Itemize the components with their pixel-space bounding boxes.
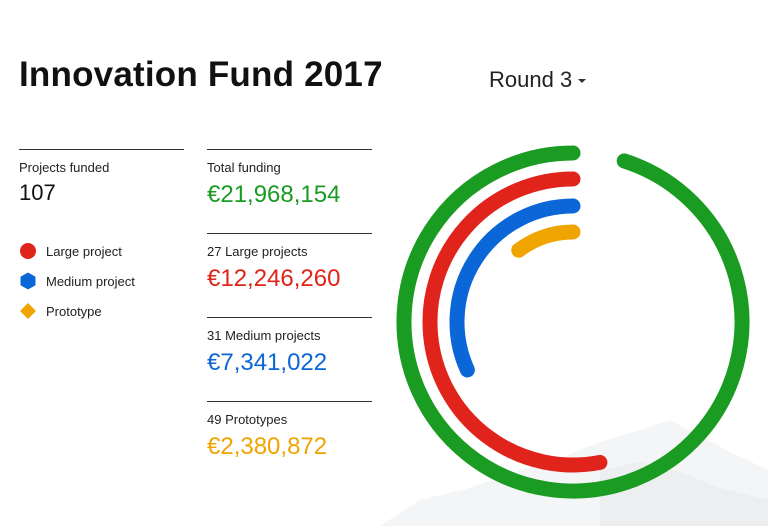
red-circle-icon — [20, 243, 36, 259]
projects-funded-block: Projects funded 107 — [19, 149, 184, 206]
stat-value: €7,341,022 — [207, 349, 328, 376]
legend-item-large: Large project — [19, 236, 184, 266]
stat-total-funding: Total funding €21,968,154 — [207, 149, 372, 233]
stat-large-projects: 27 Large projects €12,246,260 — [207, 233, 372, 317]
stat-label: Total funding — [207, 160, 281, 175]
legend-item-prototype: Prototype — [19, 296, 184, 326]
radial-bar-large-project — [422, 171, 608, 473]
stats-column: Total funding €21,968,154 27 Large proje… — [207, 149, 372, 485]
legend-label: Large project — [46, 243, 122, 259]
stat-label: 49 Prototypes — [207, 412, 288, 427]
chevron-down-icon — [578, 79, 587, 83]
radial-bar-medium-project — [449, 198, 581, 378]
round-dropdown-label: Round 3 — [489, 67, 573, 92]
stat-value: €21,968,154 — [207, 181, 341, 208]
stat-label: 31 Medium projects — [207, 328, 321, 343]
legend-label: Medium project — [46, 273, 135, 289]
legend-label: Prototype — [46, 303, 102, 319]
projects-funded-label: Projects funded — [19, 160, 110, 175]
gold-diamond-icon — [20, 303, 36, 319]
radial-bar-total-funding — [396, 145, 750, 499]
stat-label: 27 Large projects — [207, 244, 308, 259]
radial-bar-prototype — [511, 224, 581, 258]
page-title: Innovation Fund 2017 — [19, 55, 383, 94]
stat-medium-projects: 31 Medium projects €7,341,022 — [207, 317, 372, 401]
projects-funded-value: 107 — [19, 180, 56, 205]
summary-column: Projects funded 107 Large project Medium… — [19, 149, 184, 326]
stat-prototypes: 49 Prototypes €2,380,872 — [207, 401, 372, 485]
blue-hexagon-icon — [20, 272, 36, 290]
legend: Large project Medium project Prototype — [19, 236, 184, 326]
stat-value: €12,246,260 — [207, 265, 341, 292]
stat-value: €2,380,872 — [207, 433, 328, 460]
legend-item-medium: Medium project — [19, 266, 184, 296]
round-dropdown[interactable]: Round 3 — [489, 67, 587, 93]
